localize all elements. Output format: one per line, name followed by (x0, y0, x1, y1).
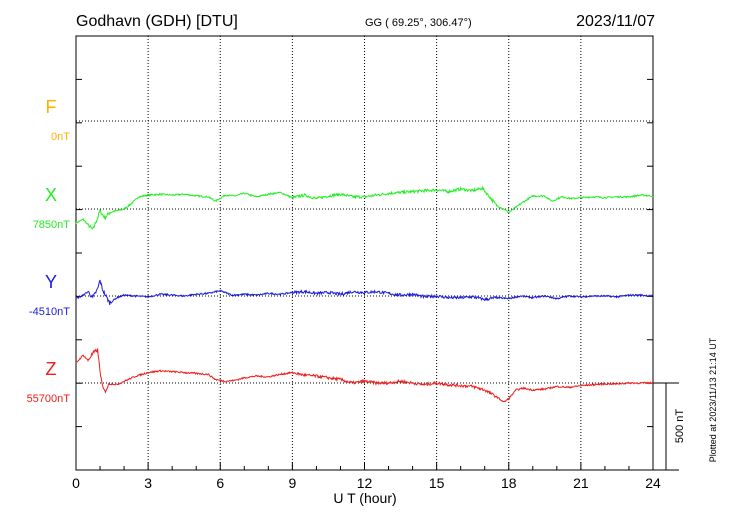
component-baseline-x: 7850nT (33, 219, 71, 231)
x-tick-label: 12 (357, 475, 373, 491)
trace-x (75, 185, 654, 230)
component-baseline-y: -4510nT (29, 306, 70, 318)
trace-z (75, 348, 653, 403)
station-coordinates: GG ( 69.25°, 306.47°) (365, 17, 472, 29)
x-tick-label: 15 (429, 475, 445, 491)
x-tick-label: 18 (501, 475, 517, 491)
data-traces (75, 185, 654, 403)
scale-bar: 500 nT (653, 382, 686, 471)
x-tick-label: 9 (288, 475, 296, 491)
x-tick-label: 24 (645, 475, 661, 491)
scale-bar-label: 500 nT (674, 409, 686, 444)
component-baseline-z: 55700nT (27, 393, 71, 405)
x-tick-label: 0 (72, 475, 80, 491)
component-name-y: Y (45, 272, 57, 292)
grid-lines (76, 36, 653, 470)
x-tick-label: 21 (573, 475, 589, 491)
plotted-at-note: Plotted at 2023/11/13 21:14 UT (708, 337, 718, 462)
chart-date: 2023/11/07 (576, 13, 655, 30)
component-name-x: X (45, 185, 57, 205)
x-tick-label: 3 (144, 475, 152, 491)
axis-ticks (75, 35, 654, 471)
trace-y (76, 279, 654, 305)
station-title: Godhavn (GDH) [DTU] (76, 13, 238, 30)
x-tick-labels: 0 3 6 9 12 15 18 21 24 (72, 475, 661, 491)
x-tick-label: 6 (216, 475, 224, 491)
component-name-f: F (46, 97, 57, 117)
component-baseline-f: 0nT (51, 131, 70, 143)
component-name-z: Z (46, 359, 57, 379)
x-axis-label: U T (hour) (333, 490, 396, 506)
component-labels: F 0nT X 7850nT Y -4510nT Z 55700nT (27, 97, 71, 405)
